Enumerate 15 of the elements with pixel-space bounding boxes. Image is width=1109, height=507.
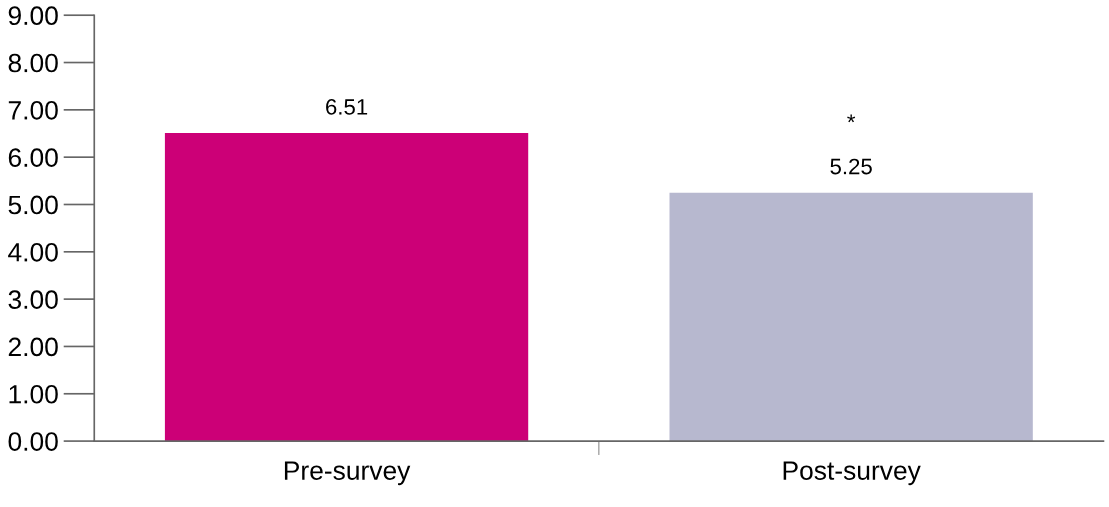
y-tick-label: 4.00 — [8, 242, 58, 262]
y-tick-label: 6.00 — [8, 148, 58, 167]
annotation: * — [847, 114, 856, 123]
x-tick-label: Post-survey — [783, 461, 921, 486]
y-tick-label: 5.00 — [8, 195, 58, 215]
x-tick-label: Pre-survey — [284, 461, 411, 486]
y-tick-label: 3.00 — [8, 290, 58, 309]
data-label: 5.25 — [830, 158, 872, 175]
y-tick-label: 0.00 — [8, 432, 58, 451]
y-tick-label: 1.00 — [9, 384, 58, 404]
y-tick-label: 7.00 — [8, 100, 58, 120]
y-tick-label: 8.00 — [8, 53, 58, 73]
y-tick-label: 2.00 — [8, 337, 58, 357]
data-label: 6.51 — [326, 99, 368, 115]
y-tick-label: 9.00 — [8, 6, 58, 26]
